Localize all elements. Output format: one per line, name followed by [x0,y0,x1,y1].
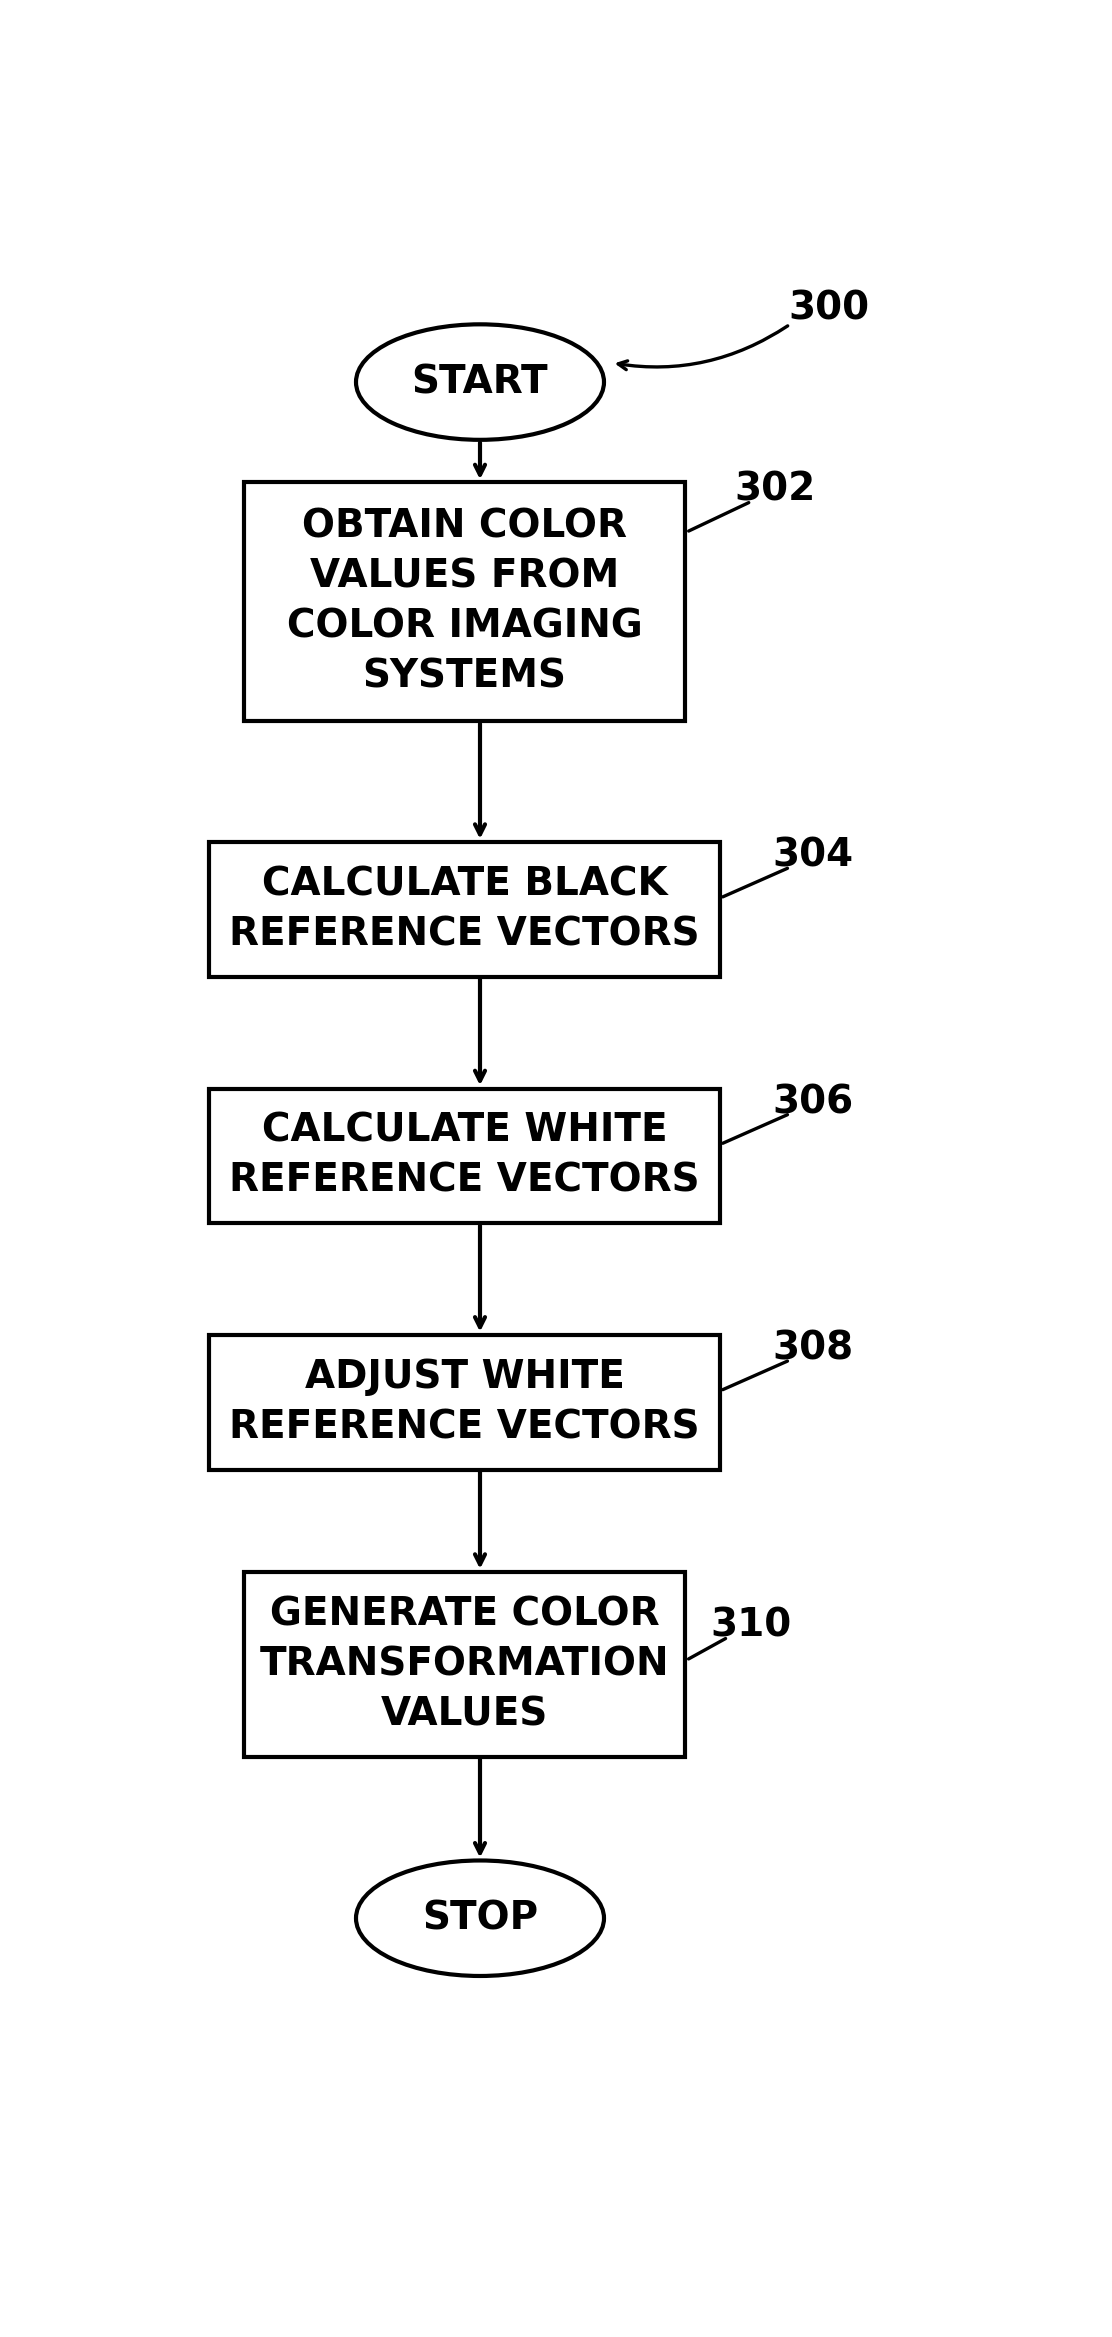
Text: ADJUST WHITE
REFERENCE VECTORS: ADJUST WHITE REFERENCE VECTORS [229,1358,699,1447]
Text: CALCULATE WHITE
REFERENCE VECTORS: CALCULATE WHITE REFERENCE VECTORS [229,1112,699,1199]
Text: CALCULATE BLACK
REFERENCE VECTORS: CALCULATE BLACK REFERENCE VECTORS [229,865,699,953]
Bar [244,481,685,720]
Text: 304: 304 [773,837,854,874]
Bar [209,841,721,977]
Text: OBTAIN COLOR
VALUES FROM
COLOR IMAGING
SYSTEMS: OBTAIN COLOR VALUES FROM COLOR IMAGING S… [287,507,643,696]
Text: GENERATE COLOR
TRANSFORMATION
VALUES: GENERATE COLOR TRANSFORMATION VALUES [260,1596,669,1734]
Ellipse shape [356,325,604,439]
Text: 306: 306 [773,1082,854,1122]
Text: 308: 308 [773,1330,854,1367]
Text: 302: 302 [734,470,815,509]
Bar [209,1089,721,1222]
Bar [209,1334,721,1470]
Text: STOP: STOP [421,1900,538,1937]
Text: 300: 300 [788,290,870,327]
Text: 310: 310 [711,1606,792,1645]
Ellipse shape [356,1860,604,1977]
Bar [244,1573,685,1757]
Text: START: START [411,362,548,402]
